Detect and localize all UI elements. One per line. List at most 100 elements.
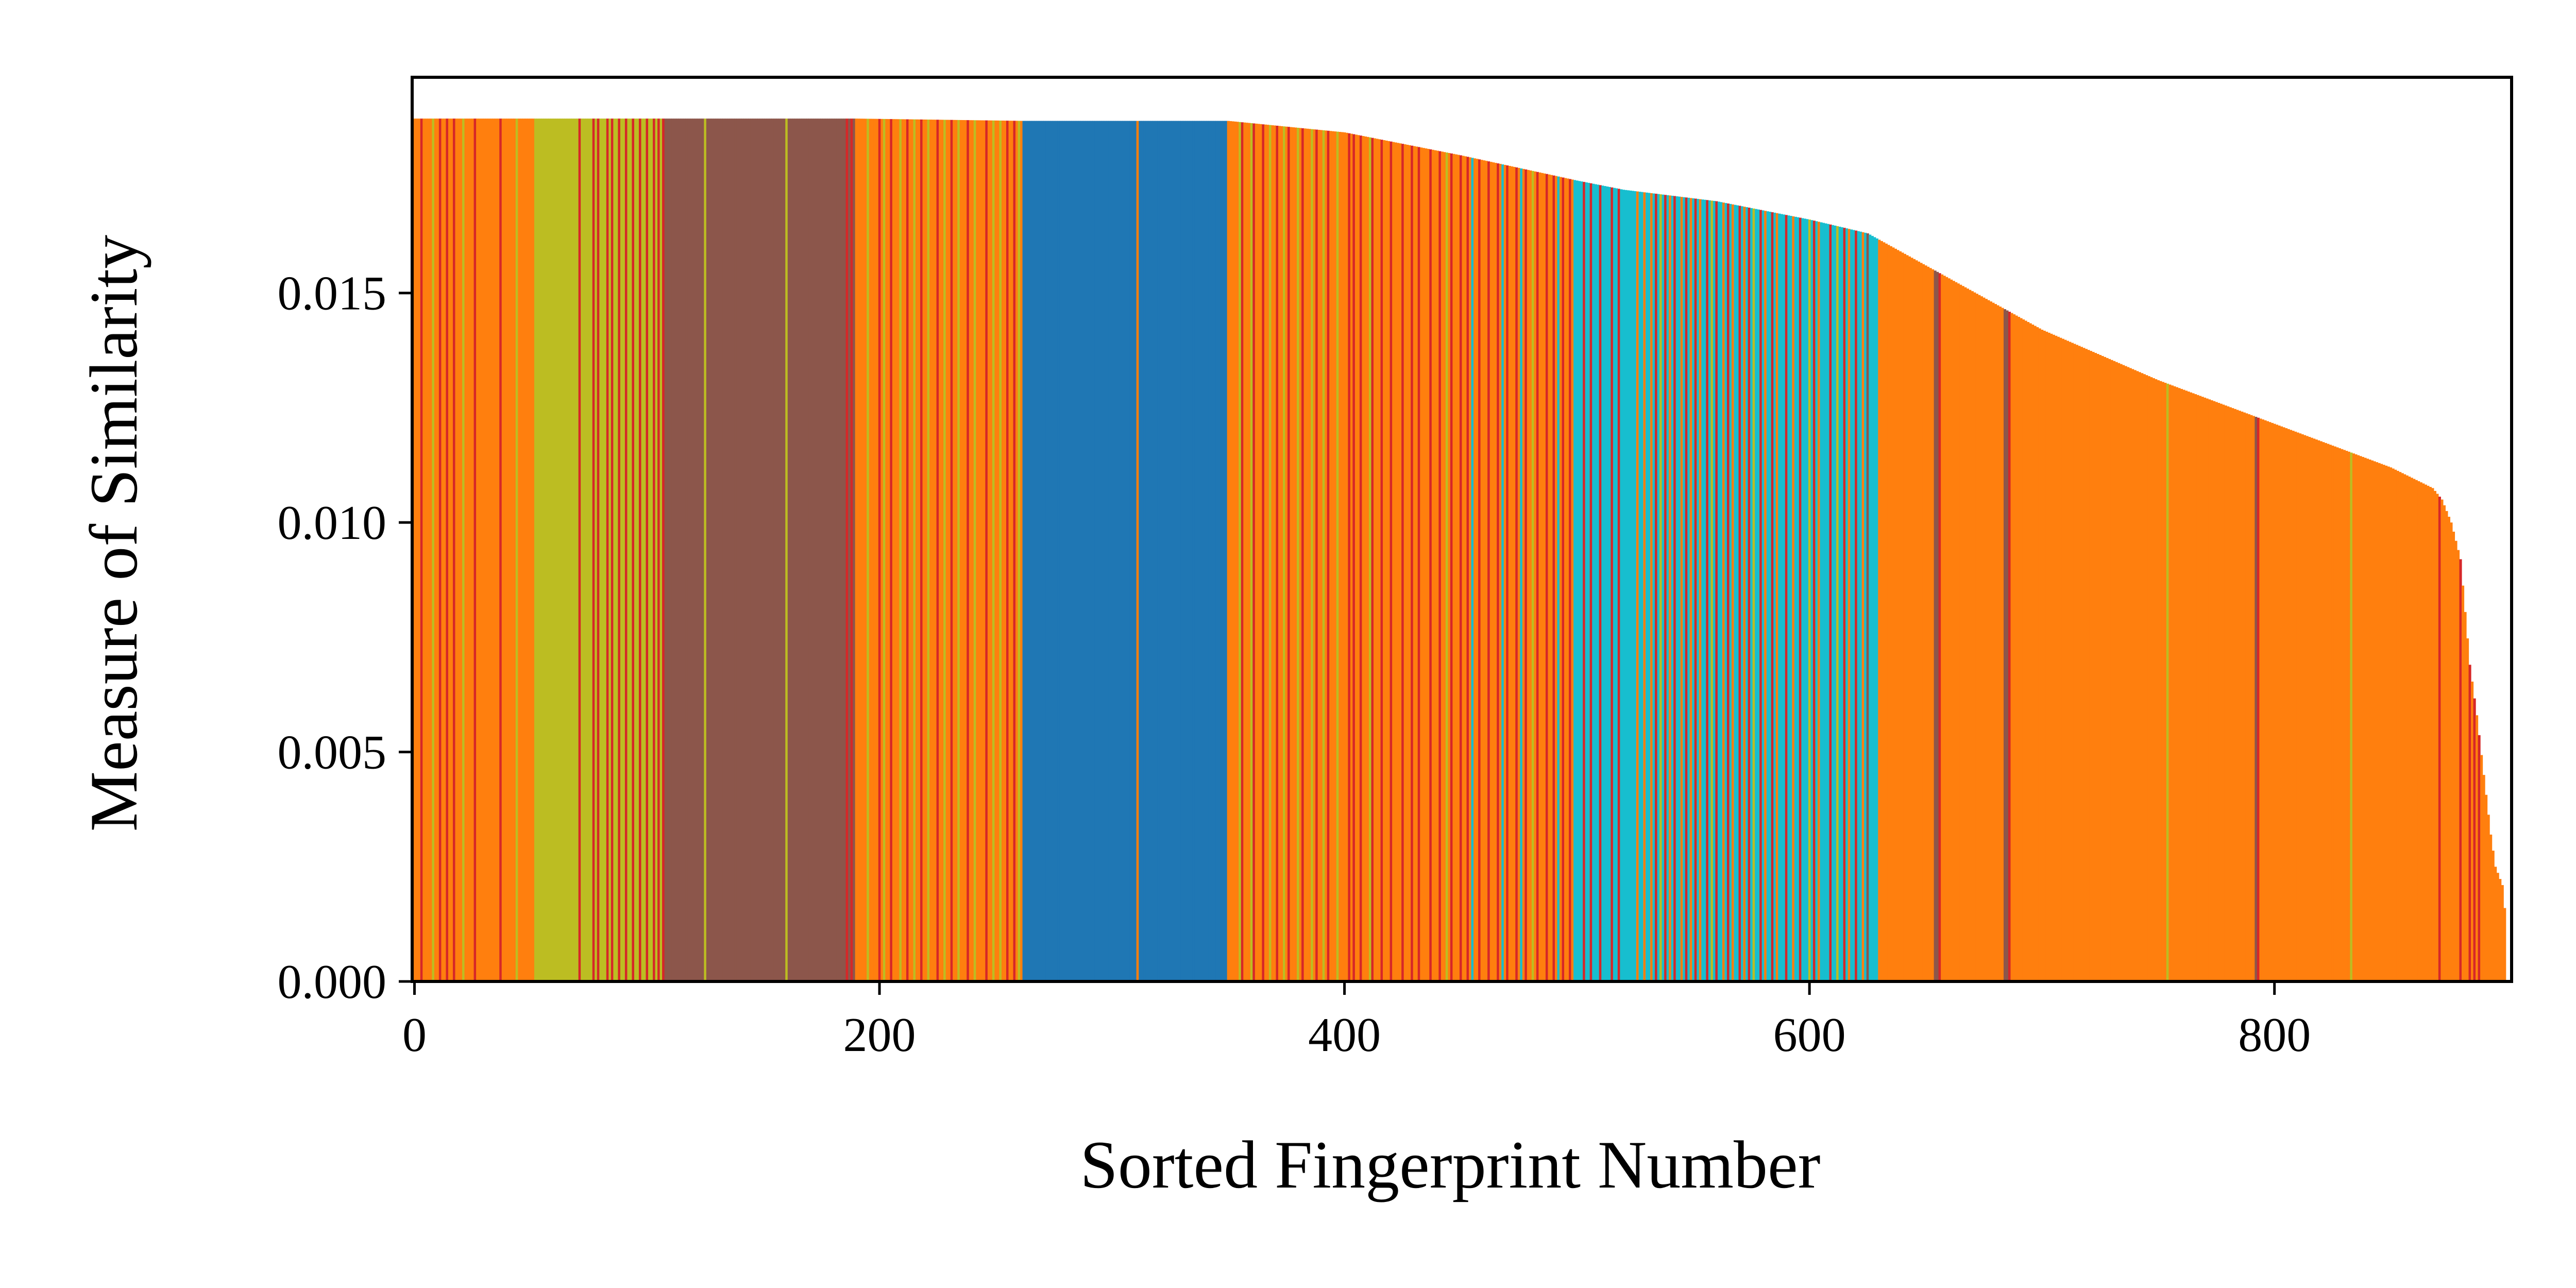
bar — [2096, 354, 2099, 981]
bar — [1283, 126, 1286, 981]
bar — [2357, 455, 2360, 981]
bar — [1087, 121, 1091, 981]
bar — [2461, 585, 2465, 981]
bar — [2150, 377, 2153, 981]
bar — [734, 118, 737, 982]
bar — [748, 118, 751, 982]
bar — [1961, 286, 1964, 982]
bar — [1664, 195, 1667, 981]
bar — [718, 118, 721, 982]
bar — [2301, 434, 2304, 982]
bar — [1950, 279, 1953, 982]
bar — [1640, 192, 1644, 982]
bar — [1008, 121, 1011, 981]
bar — [1236, 122, 1239, 981]
bar — [2445, 511, 2448, 981]
bar — [678, 118, 681, 982]
bar — [1466, 157, 1469, 981]
bar — [2084, 349, 2088, 982]
bar — [567, 118, 570, 982]
bar — [1789, 216, 1792, 981]
bar — [1996, 305, 1999, 981]
bar — [1975, 294, 1978, 981]
bar — [769, 118, 772, 982]
bar — [1511, 166, 1514, 981]
bar — [1374, 138, 1377, 982]
bar — [1955, 282, 1958, 982]
bar — [2431, 488, 2434, 981]
bar — [1164, 121, 1167, 981]
bar — [2343, 450, 2346, 981]
bar — [1159, 121, 1162, 981]
bar — [1920, 263, 1923, 981]
bar — [1317, 130, 1320, 981]
bar — [2264, 420, 2267, 981]
bar — [822, 118, 825, 982]
bar — [894, 119, 897, 982]
bar — [1936, 272, 1939, 981]
bar — [2101, 355, 2104, 982]
bar — [2382, 465, 2385, 981]
bar — [939, 120, 942, 981]
bar — [1752, 208, 1755, 981]
bar — [2173, 386, 2176, 981]
bar — [2094, 353, 2097, 981]
bar — [1871, 235, 1874, 981]
bar — [2261, 419, 2264, 981]
bar — [1497, 163, 1500, 981]
bar — [987, 120, 991, 982]
bar — [736, 118, 739, 982]
bar — [2278, 425, 2281, 981]
bar — [2338, 448, 2341, 981]
bar — [1759, 210, 1762, 982]
bar — [2361, 456, 2365, 981]
bar — [2282, 427, 2285, 981]
bar — [1431, 149, 1434, 981]
bar — [1648, 193, 1651, 981]
bar — [2287, 429, 2290, 981]
bar — [1104, 121, 1107, 981]
bar — [1687, 197, 1690, 982]
bar — [2168, 384, 2172, 982]
bar — [429, 118, 432, 982]
x-tick-label: 0 — [402, 1008, 427, 1062]
bar — [2405, 475, 2409, 981]
bar — [2029, 323, 2032, 981]
bar — [2182, 389, 2185, 981]
bar — [1348, 133, 1351, 982]
bar — [1271, 125, 1274, 982]
bar — [1626, 190, 1630, 981]
bar — [432, 118, 435, 982]
bar — [1076, 121, 1079, 981]
bar — [2308, 436, 2311, 981]
bar — [743, 118, 747, 982]
bar — [1964, 287, 1967, 982]
bar — [1176, 121, 1179, 981]
bar — [1952, 281, 1955, 982]
bar — [1297, 127, 1300, 982]
bar — [2138, 372, 2141, 981]
bar — [2003, 309, 2007, 981]
bar — [1380, 140, 1383, 981]
bar — [452, 118, 456, 982]
bar — [1603, 186, 1606, 981]
bar — [1425, 148, 1428, 982]
bar — [1157, 121, 1160, 981]
bar — [2450, 522, 2453, 981]
bar — [2427, 485, 2430, 981]
bar — [2159, 381, 2162, 982]
bar — [957, 120, 960, 981]
bar — [1413, 146, 1416, 981]
bar — [925, 120, 928, 981]
bar — [706, 118, 709, 982]
bar — [1127, 121, 1130, 981]
bar — [1485, 161, 1488, 982]
bar — [1303, 128, 1307, 982]
bar — [2057, 336, 2060, 982]
bar — [2376, 462, 2379, 981]
bar — [1252, 123, 1256, 981]
bar — [1354, 134, 1358, 981]
bar — [1031, 121, 1035, 981]
bar — [1869, 234, 1872, 981]
bar — [908, 119, 911, 982]
